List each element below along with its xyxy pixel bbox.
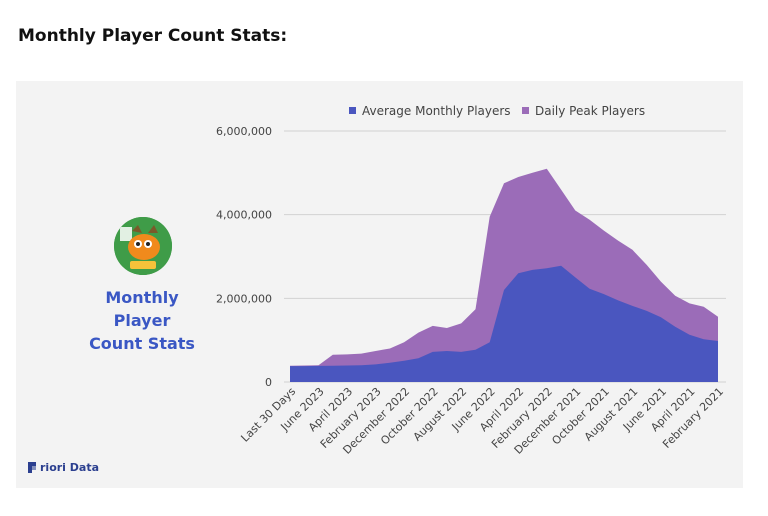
legend-swatch-peak [522, 107, 529, 114]
legend-label-peak: Daily Peak Players [535, 104, 645, 118]
y-tick-label: 6,000,000 [216, 125, 272, 138]
side-title-line1: Monthly Player [105, 288, 179, 330]
legend-label-average: Average Monthly Players [362, 104, 511, 118]
side-title: Monthly Player Count Stats [76, 286, 208, 355]
y-tick-label: 2,000,000 [216, 292, 272, 305]
y-tick-label: 0 [265, 376, 272, 389]
priori-data-logo-icon [28, 462, 39, 473]
side-title-line2: Count Stats [89, 334, 195, 353]
y-tick-label: 4,000,000 [216, 209, 272, 222]
brand-text: riori Data [40, 461, 100, 474]
legend-swatch-average [349, 107, 356, 114]
axie-infinity-logo-icon [114, 217, 172, 275]
brand-logo: riori Data [28, 461, 99, 474]
page-heading: Monthly Player Count Stats: [18, 26, 288, 46]
series-area-average [290, 265, 718, 382]
